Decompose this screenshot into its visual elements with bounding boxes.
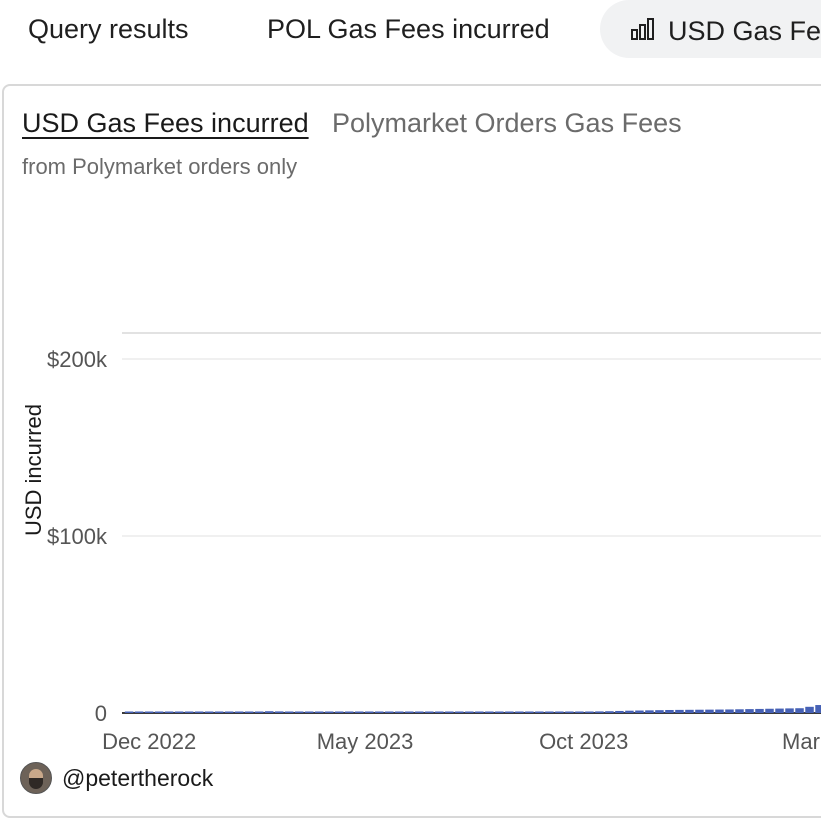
chart-subtitle: Polymarket Orders Gas Fees	[332, 108, 682, 138]
author-name: @petertherock	[62, 764, 214, 791]
chart-description: from Polymarket orders only	[22, 154, 298, 179]
bar-chart-icon	[630, 2, 656, 60]
tab-bar: Query results POL Gas Fees incurred USD …	[0, 0, 821, 60]
author-credit[interactable]: @petertherock	[20, 762, 213, 794]
tab-usd-gas-fees[interactable]: USD Gas Fe	[600, 0, 821, 58]
tab-usd-gas-fees-label: USD Gas Fe	[668, 15, 821, 46]
chart-card: USD Gas Fees incurred Polymarket Orders …	[2, 84, 821, 818]
chart-title[interactable]: USD Gas Fees incurred	[22, 108, 309, 138]
tab-query-results[interactable]: Query results	[28, 14, 189, 44]
avatar-icon	[20, 762, 52, 794]
tab-pol-gas-fees[interactable]: POL Gas Fees incurred	[267, 14, 550, 44]
